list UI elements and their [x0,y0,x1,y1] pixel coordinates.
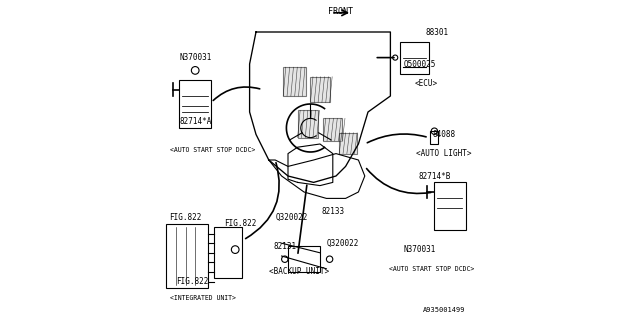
Bar [430,131,438,144]
Text: 82714*A: 82714*A [179,117,212,126]
Text: N370031: N370031 [179,53,212,62]
Text: FIG.822: FIG.822 [176,277,209,286]
Text: 82714*B: 82714*B [419,172,451,180]
Bar [339,133,357,154]
Text: Q320022: Q320022 [326,239,359,248]
Text: Q320022: Q320022 [275,213,308,222]
Text: FRONT: FRONT [328,7,353,16]
Bar [298,110,319,138]
Text: 84088: 84088 [433,130,456,139]
Bar [166,224,208,288]
Bar [214,227,242,278]
Text: N370031: N370031 [403,245,436,254]
Text: <BACKUP UNIT>: <BACKUP UNIT> [269,268,329,276]
Text: <AUTO START STOP DCDC>: <AUTO START STOP DCDC> [388,266,474,272]
Text: <ECU>: <ECU> [415,79,438,88]
Text: <AUTO START STOP DCDC>: <AUTO START STOP DCDC> [170,148,255,153]
Text: A935001499: A935001499 [422,308,465,313]
Text: FIG.822: FIG.822 [170,213,202,222]
Text: <INTEGRATED UNIT>: <INTEGRATED UNIT> [170,295,236,300]
Text: 88301: 88301 [426,28,449,36]
Text: Q500025: Q500025 [403,60,436,68]
Bar [434,182,466,230]
Bar [283,67,306,96]
Bar [310,77,330,102]
Text: 82131: 82131 [274,242,297,251]
Bar [323,118,342,141]
Bar [288,246,320,272]
Text: 82133: 82133 [322,207,345,216]
Bar [400,42,429,74]
Text: FIG.822: FIG.822 [224,220,257,228]
Bar [179,80,211,128]
Text: <AUTO LIGHT>: <AUTO LIGHT> [416,149,472,158]
